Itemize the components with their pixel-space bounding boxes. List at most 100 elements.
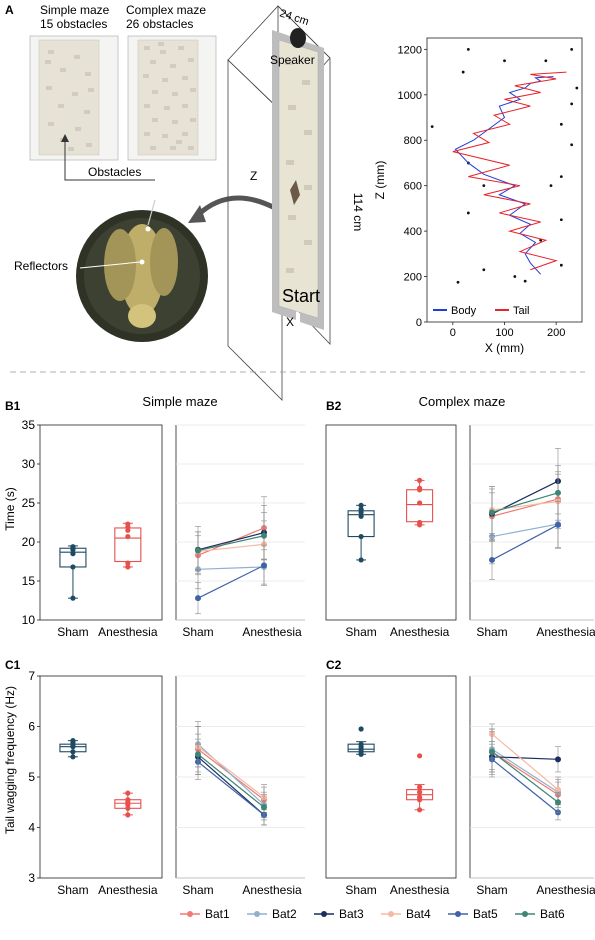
legend: Bat1 Bat2 Bat3 Bat4 Bat5 Bat6: [180, 907, 565, 921]
box-iqr: [114, 527, 142, 563]
paired-point-bat5: [261, 562, 267, 569]
panel-c1-label: C1: [5, 658, 21, 672]
paired-line-bat4: [197, 746, 265, 798]
x-axis-label: X: [286, 315, 294, 329]
obstacles-label: Obstacles: [88, 165, 141, 179]
paired-line-bat3: [197, 756, 265, 816]
paired-point-bat6: [261, 532, 267, 539]
y-tick-label: 4: [28, 821, 35, 835]
obstacle-marker: [503, 59, 506, 63]
subchart-b1: 10 15 20 25 30 35 Sham Anesthesia Sham Anesthesia: [22, 418, 305, 639]
obstacles-pointer: Obstacles: [61, 134, 155, 181]
box-data-point: [70, 564, 76, 570]
box-data-point: [358, 506, 364, 512]
box-data-point: [358, 533, 364, 540]
obstacle-marker: [559, 175, 563, 178]
curved-arrow: [196, 195, 277, 217]
x-tick-label: 200: [547, 327, 565, 339]
trajectory-legend-label: Tail: [513, 305, 530, 317]
panel-b2-label: B2: [326, 399, 342, 413]
x-tick-label: 100: [495, 327, 513, 339]
paired-point-bat6: [195, 547, 201, 554]
group-label: Anesthesia: [536, 625, 595, 639]
panel-c2-label: C2: [326, 658, 342, 672]
box-data-point: [125, 797, 131, 803]
legend-marker-bat5: [455, 911, 461, 917]
y-tick-label: 800: [404, 135, 422, 147]
paired-line-bat5: [491, 758, 559, 813]
box-data-point: [417, 477, 423, 483]
box-data-point: [417, 794, 423, 800]
box-plot-frame: [39, 675, 163, 879]
legend-marker-bat4: [388, 911, 394, 917]
reflector-pointer: [79, 261, 141, 269]
obstacle-marker: [430, 125, 434, 129]
y-tick-label: 3: [28, 871, 35, 885]
group-label: Anesthesia: [98, 625, 158, 639]
complex-maze-title: Complex maze: [126, 3, 206, 17]
paired-point-bat4: [555, 786, 561, 793]
paired-line-bat1: [491, 498, 559, 517]
paired-line-bat3: [197, 532, 265, 551]
box-data-point: [125, 790, 131, 796]
box-data-point: [417, 789, 423, 795]
y-tick-label: 20: [22, 535, 36, 549]
paired-point-bat6: [489, 509, 495, 516]
time-axis-label: Time (s): [3, 487, 17, 531]
paired-point-bat6: [489, 748, 495, 755]
box-data-point: [358, 557, 364, 563]
trajectory-x-label: X (mm): [485, 341, 524, 355]
legend-label-bat4: Bat4: [406, 907, 431, 921]
simple-maze-thumbnail: [29, 35, 119, 161]
y-tick-label: 25: [22, 496, 36, 510]
legend-marker-bat1: [187, 911, 193, 917]
x-tick-label: 0: [450, 327, 456, 339]
box-data-point: [70, 749, 76, 755]
obstacle-marker: [461, 70, 465, 74]
panel-a-label: A: [5, 3, 14, 17]
box-data-point: [125, 560, 131, 566]
box-data-point: [70, 595, 76, 601]
box-data-point: [125, 812, 131, 818]
y-tick-label: 200: [404, 272, 422, 284]
legend-label-bat6: Bat6: [540, 907, 565, 921]
reflectors-label: Reflectors: [14, 259, 68, 273]
y-tick-label: 6: [28, 720, 35, 734]
legend-marker-bat2: [254, 911, 260, 917]
panel-a: A Simple maze 15 obstacles Complex maze …: [5, 3, 583, 401]
y-tick-label: 400: [404, 226, 422, 238]
y-tick-label: 15: [22, 574, 36, 588]
box-data-point: [417, 807, 423, 813]
legend-marker-bat6: [522, 911, 528, 917]
y-tick-label: 10: [22, 613, 36, 627]
group-label: Anesthesia: [98, 883, 158, 897]
paired-line-bat2: [491, 748, 559, 793]
paired-point-bat6: [261, 804, 267, 811]
box-plot-frame: [325, 675, 457, 879]
group-label: Sham: [345, 625, 376, 639]
simple-maze-title: Simple maze: [40, 3, 110, 17]
trajectory-frame: [426, 37, 583, 323]
group-label: Sham: [57, 883, 88, 897]
group-label: Anesthesia: [242, 625, 302, 639]
paired-line-bat3: [491, 756, 559, 760]
paired-line-bat5: [197, 564, 265, 599]
box-data-point: [358, 513, 364, 519]
group-label: Sham: [345, 883, 376, 897]
box-data-point: [417, 500, 423, 506]
paired-point-bat5: [195, 595, 201, 602]
legend-marker-bat3: [321, 911, 327, 917]
y-tick-label: 5: [28, 770, 35, 784]
obstacle-marker: [559, 122, 563, 126]
subchart-c1: 3 4 5 6 7 Sham Anesthesia Sham Anesthesia: [28, 669, 305, 897]
obstacle-marker: [559, 218, 563, 222]
z-axis-label: Z: [250, 169, 257, 183]
simple-maze-count: 15 obstacles: [40, 17, 107, 31]
legend-label-bat2: Bat2: [272, 907, 297, 921]
legend-label-bat1: Bat1: [205, 907, 230, 921]
y-tick-label: 30: [22, 457, 36, 471]
obstacle-marker: [544, 59, 548, 63]
group-label: Sham: [476, 883, 507, 897]
paired-line-bat4: [491, 733, 559, 791]
group-label: Sham: [182, 883, 213, 897]
